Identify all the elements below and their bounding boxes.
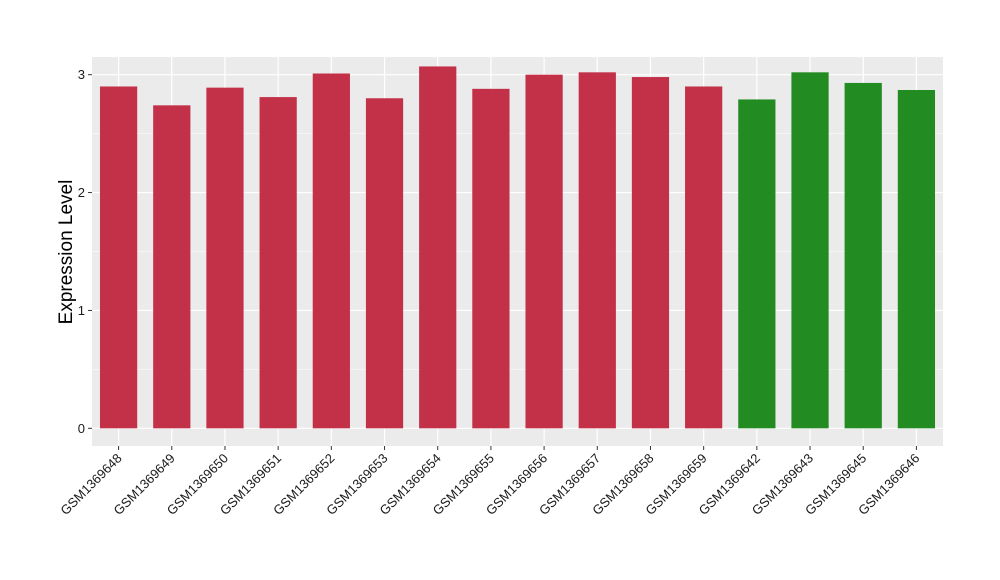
y-tick-label: 2 xyxy=(78,185,85,200)
y-axis-title: Expression Level xyxy=(56,180,77,325)
bar-GSM1369646 xyxy=(897,90,936,429)
y-axis: 0 1 2 3 xyxy=(78,67,92,436)
x-axis: GSM1369648GSM1369649GSM1369650GSM1369651… xyxy=(57,446,923,518)
bar-GSM1369656 xyxy=(525,74,563,429)
bars xyxy=(99,66,936,429)
bar-GSM1369655 xyxy=(472,88,510,429)
bar-GSM1369653 xyxy=(365,98,404,429)
y-tick-label: 0 xyxy=(78,421,85,436)
bar-GSM1369652 xyxy=(312,73,350,429)
bar-GSM1369645 xyxy=(844,82,882,429)
bar-GSM1369649 xyxy=(153,105,191,429)
bar-GSM1369643 xyxy=(791,72,829,429)
bar-GSM1369659 xyxy=(685,86,723,429)
y-tick-label: 1 xyxy=(78,303,85,318)
y-tick-label: 3 xyxy=(78,67,85,82)
bar-GSM1369658 xyxy=(631,77,670,429)
bar-GSM1369642 xyxy=(738,99,776,429)
bar-GSM1369651 xyxy=(259,97,297,429)
bar-GSM1369648 xyxy=(99,86,138,429)
bar-GSM1369654 xyxy=(419,66,457,429)
bar-GSM1369650 xyxy=(206,87,244,429)
bar-GSM1369657 xyxy=(578,72,616,429)
